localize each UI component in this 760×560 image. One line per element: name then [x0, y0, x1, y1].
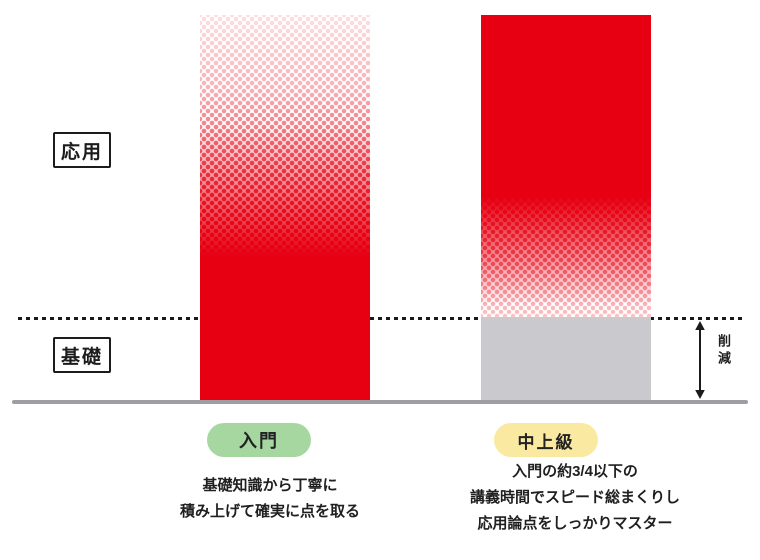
badge-intermediate-advanced: 中上級: [494, 423, 598, 457]
reduction-double-arrow-icon: [695, 321, 705, 399]
bar-advanced-reduced-gray-base: [481, 316, 651, 401]
caption-beginner: 基礎知識から丁寧に 積み上げて確実に点を取る: [150, 473, 390, 525]
zone-label-application: 応用: [53, 132, 111, 168]
caption-beginner-line-1: 基礎知識から丁寧に: [202, 477, 338, 494]
caption-beginner-line-2: 積み上げて確実に点を取る: [179, 502, 360, 520]
caption-advanced-line-2: 講義時間でスピード総まくりし: [469, 488, 680, 506]
reduction-label: 削減: [716, 334, 731, 368]
ground-baseline: [12, 400, 748, 404]
bar-advanced-halftone-fade-bottom: [481, 171, 651, 317]
badge-beginner: 入門: [207, 423, 311, 457]
caption-advanced-line-3: 応用論点をしっかりマスター: [477, 514, 673, 532]
caption-intermediate-advanced: 入門の約3/4以下の 講義時間でスピード総まくりし 応用論点をしっかりマスター: [445, 459, 705, 536]
zone-label-foundation: 基礎: [53, 337, 111, 373]
caption-advanced-line-1: 入門の約3/4以下の: [512, 463, 638, 480]
foundation-threshold-dashed-line: [18, 317, 742, 320]
bar-intermediate-advanced: [481, 15, 651, 401]
bar-beginner: [200, 15, 370, 401]
bar-advanced-red-zone: [481, 15, 651, 317]
bar-beginner-halftone-fade-top: [200, 15, 370, 255]
